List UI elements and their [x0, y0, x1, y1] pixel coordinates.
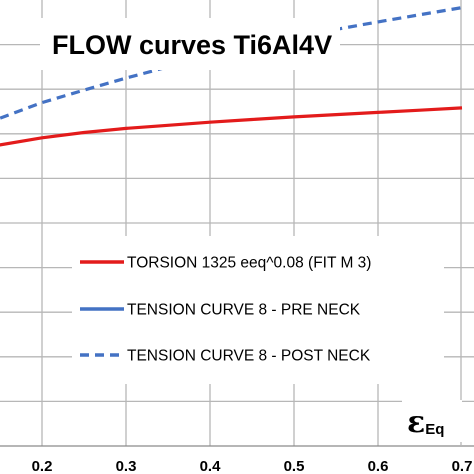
series-line-1 [0, 106, 463, 147]
x-tick-label-6: 0.7 [452, 458, 473, 474]
x-axis-label-subscript: Eq [425, 421, 444, 438]
x-axis-label: εEq [407, 405, 444, 440]
x-axis-label-background [402, 400, 462, 442]
plot-border [0, 0, 474, 447]
x-axis-label-symbol: ε [407, 405, 425, 440]
legend-background [72, 236, 444, 384]
x-tick-label-1: 0.2 [32, 458, 53, 474]
x-tick-labels: 0.2 0.3 0.4 0.5 0.6 0.7 [32, 458, 473, 474]
legend: TORSION 1325 eeq^0.08 (FIT M 3) TENSION C… [80, 255, 371, 365]
x-tick-label-4: 0.5 [284, 458, 305, 474]
legend-label-3: TENSION CURVE 8 - POST NECK [127, 348, 371, 365]
x-tick-label-3: 0.4 [200, 458, 222, 474]
legend-label-1: TORSION 1325 eeq^0.08 (FIT M 3) [127, 255, 371, 272]
chart-title: FLOW curves Ti6Al4V [52, 30, 332, 60]
title-background [40, 18, 340, 70]
x-tick-label-5: 0.6 [368, 458, 389, 474]
legend-label-2: TENSION CURVE 8 - PRE NECK [127, 302, 361, 319]
x-tick-label-2: 0.3 [116, 458, 137, 474]
